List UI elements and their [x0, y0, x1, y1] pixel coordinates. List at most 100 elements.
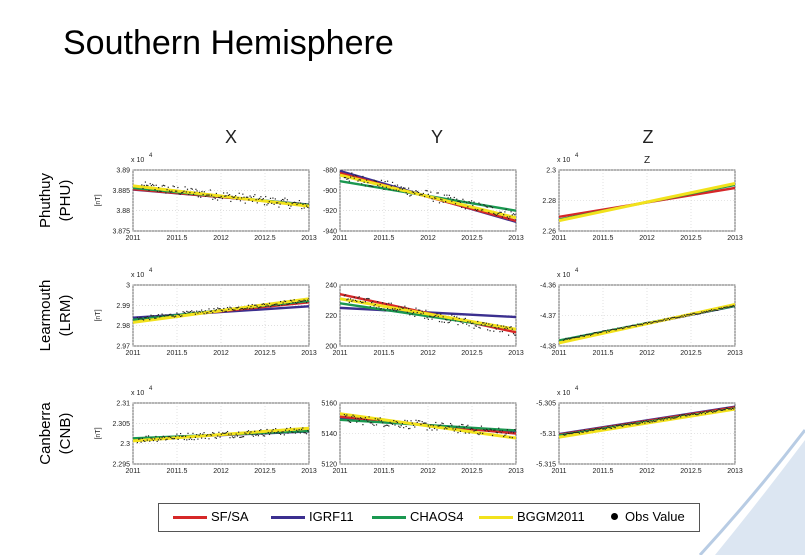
obs-point: [353, 177, 355, 179]
obs-point: [472, 204, 474, 207]
obs-point: [167, 314, 169, 317]
obs-point: [273, 432, 276, 434]
obs-point: [237, 197, 239, 199]
obs-point: [596, 331, 598, 334]
obs-point: [696, 414, 698, 416]
obs-point: [421, 310, 423, 312]
obs-point: [387, 180, 389, 182]
obs-point: [596, 428, 598, 430]
obs-point: [292, 431, 294, 434]
obs-point: [186, 188, 189, 190]
obs-point: [356, 300, 358, 303]
x-tick-label: 2011.5: [167, 235, 188, 242]
legend-label-sfsa: SF/SA: [211, 509, 249, 524]
obs-point: [249, 307, 251, 310]
obs-point: [165, 192, 167, 194]
obs-point: [641, 324, 644, 326]
x-tick-label: 2011.5: [167, 468, 188, 475]
legend-line-sfsa: [173, 516, 207, 519]
obs-point: [246, 307, 248, 309]
obs-point: [267, 202, 269, 205]
obs-point: [725, 306, 727, 308]
obs-point: [226, 306, 229, 309]
obs-point: [364, 417, 366, 419]
obs-point: [564, 339, 566, 341]
obs-point: [451, 314, 453, 316]
obs-point: [665, 417, 667, 419]
obs-point: [507, 334, 510, 336]
obs-point: [194, 436, 197, 438]
obs-point: [484, 205, 486, 207]
obs-point: [143, 184, 145, 187]
obs-point: [193, 439, 195, 441]
obs-point: [729, 408, 731, 410]
obs-point: [271, 202, 273, 204]
obs-point: [649, 321, 651, 323]
obs-point: [247, 430, 250, 432]
obs-point: [284, 300, 287, 303]
obs-point: [298, 429, 300, 431]
obs-point: [487, 329, 489, 331]
obs-point: [564, 434, 566, 436]
x-tick-label: 2011: [551, 468, 566, 475]
obs-point: [391, 181, 394, 184]
obs-point: [578, 432, 581, 434]
obs-point: [266, 428, 268, 431]
obs-point: [267, 431, 269, 434]
obs-point: [233, 196, 236, 198]
obs-point: [431, 429, 433, 431]
obs-point: [570, 338, 572, 340]
obs-point: [407, 428, 410, 430]
obs-point: [213, 432, 215, 435]
obs-point: [247, 196, 249, 198]
obs-point: [213, 308, 215, 310]
y-tick-label: 2.26: [542, 229, 556, 236]
obs-point: [183, 438, 185, 441]
obs-point: [243, 196, 245, 198]
obs-point: [300, 300, 303, 302]
obs-point: [231, 195, 233, 197]
x-tick-label: 2011: [125, 235, 140, 242]
obs-point: [205, 312, 208, 314]
obs-point: [403, 187, 405, 189]
obs-point: [664, 418, 666, 420]
obs-point: [441, 321, 443, 323]
obs-point: [629, 326, 631, 328]
obs-point: [380, 420, 383, 422]
obs-point: [238, 306, 240, 308]
obs-point: [443, 194, 445, 196]
obs-point: [215, 192, 217, 195]
model-lines: [133, 426, 309, 444]
obs-point: [177, 313, 179, 316]
obs-point: [405, 307, 407, 309]
obs-point: [404, 187, 406, 189]
obs-point: [480, 209, 483, 211]
obs-point: [660, 320, 662, 322]
obs-point: [731, 407, 734, 410]
obs-point: [400, 306, 402, 308]
obs-point: [498, 212, 500, 214]
obs-point: [281, 304, 283, 306]
obs-point: [718, 307, 720, 309]
obs-point: [672, 317, 674, 319]
obs-point: [615, 329, 618, 331]
x-tick-label: 2012: [213, 235, 229, 242]
obs-point: [575, 431, 577, 434]
obs-point: [591, 333, 593, 336]
obs-point: [178, 193, 180, 195]
obs-point: [687, 314, 689, 316]
y-tick-label: 2.3: [546, 168, 556, 175]
obs-point: [291, 202, 293, 205]
obs-point: [639, 422, 641, 424]
obs-point: [398, 425, 400, 427]
obs-point: [144, 317, 146, 319]
obs-point: [588, 333, 590, 335]
obs-point: [617, 425, 619, 427]
axis-exponent-power: 4: [149, 386, 153, 392]
obs-point: [141, 437, 143, 439]
obs-point: [265, 195, 267, 198]
obs-point: [442, 201, 444, 203]
obs-point: [436, 313, 438, 315]
obs-point: [647, 421, 650, 423]
obs-point: [262, 303, 264, 305]
